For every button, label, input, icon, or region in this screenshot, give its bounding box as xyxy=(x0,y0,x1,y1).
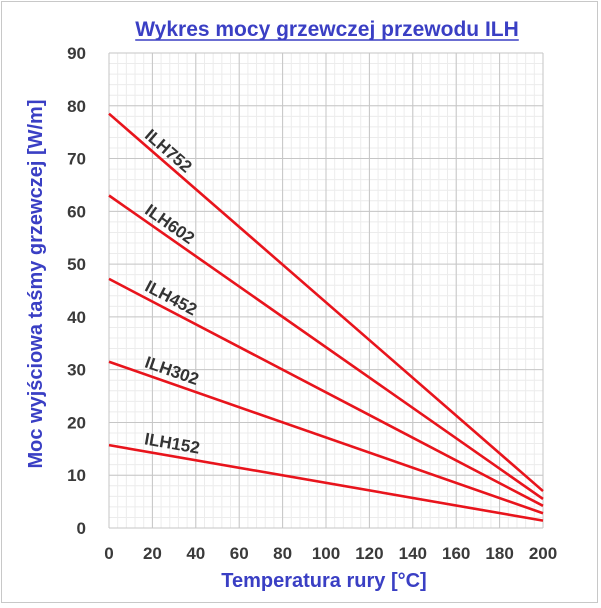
series-line-ilh302 xyxy=(108,360,544,515)
x-tick-label: 20 xyxy=(143,544,162,563)
y-tick-label: 70 xyxy=(67,150,86,169)
y-tick-label: 60 xyxy=(67,202,86,221)
x-tick-label: 100 xyxy=(312,544,340,563)
y-tick-label: 50 xyxy=(67,255,86,274)
grid-major xyxy=(108,52,544,529)
x-tick-label: 40 xyxy=(186,544,205,563)
y-tick-label: 0 xyxy=(77,519,86,538)
x-tick-label: 180 xyxy=(485,544,513,563)
x-axis-label: Temperatura rury [°C] xyxy=(221,570,426,592)
x-tick-label: 0 xyxy=(104,544,113,563)
series-label-ilh452: ILH452 xyxy=(142,277,200,320)
y-tick-label: 30 xyxy=(67,361,86,380)
series-line-ilh452 xyxy=(108,277,544,507)
x-tick-label: 160 xyxy=(442,544,470,563)
y-tick-label: 80 xyxy=(67,97,86,116)
x-tick-labels: 0 20 40 60 80 100 120 140 160 180 200 xyxy=(104,544,557,563)
y-tick-label: 90 xyxy=(67,44,86,63)
series-line-ilh752 xyxy=(108,112,544,493)
chart-title: Wykres mocy grzewczej przewodu ILH xyxy=(135,18,519,41)
series-line-ilh602 xyxy=(108,194,544,501)
y-tick-label: 10 xyxy=(67,466,86,485)
series-line-ilh152 xyxy=(108,443,544,522)
y-tick-label: 20 xyxy=(67,413,86,432)
x-tick-label: 140 xyxy=(399,544,427,563)
x-tick-label: 200 xyxy=(529,544,557,563)
x-tick-label: 80 xyxy=(273,544,292,563)
series-lines xyxy=(108,112,544,522)
x-tick-label: 120 xyxy=(355,544,383,563)
y-tick-labels: 0 10 20 30 40 50 60 70 80 90 xyxy=(67,44,86,538)
x-tick-label: 60 xyxy=(230,544,249,563)
y-axis-label: Moc wyjściowa taśmy grzewczej [W/m] xyxy=(25,100,47,469)
y-tick-label: 40 xyxy=(67,308,86,327)
